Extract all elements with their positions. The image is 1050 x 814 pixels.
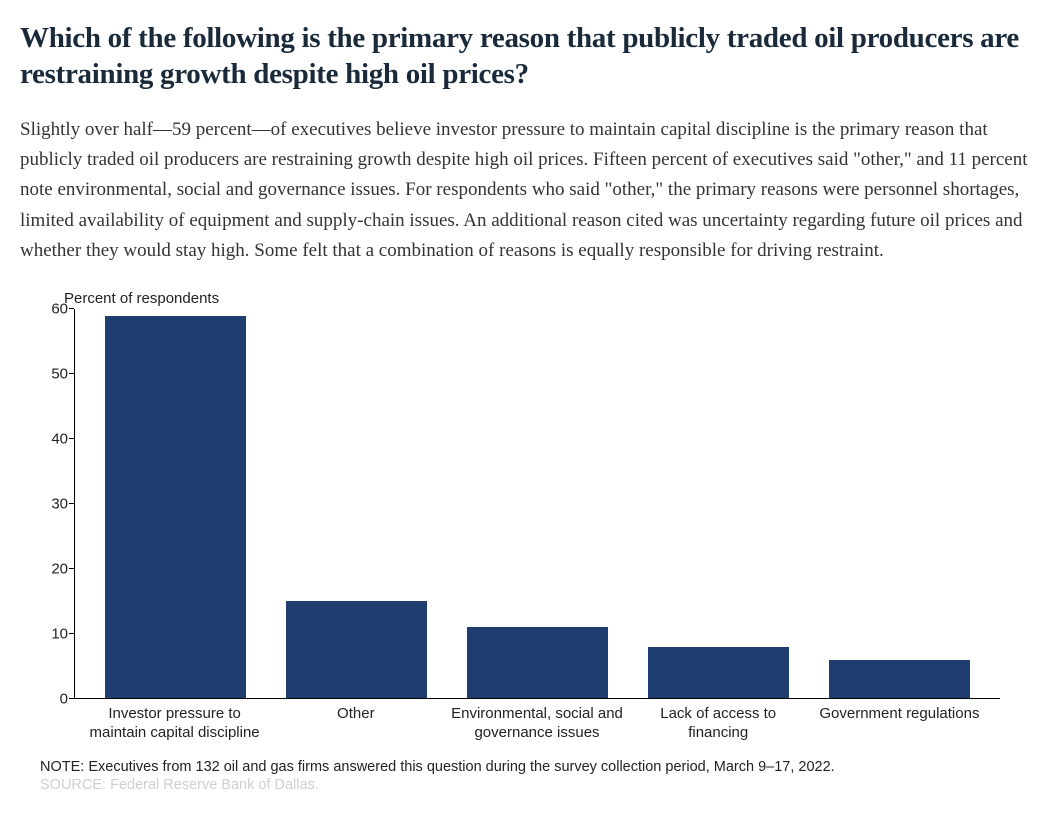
x-tick-label: Government regulations [809,705,990,743]
x-tick-label: Other [265,705,446,743]
y-tick-label: 50 [40,366,68,383]
bar-slot [628,309,809,698]
y-tick-label: 60 [40,301,68,318]
note-text: NOTE: Executives from 132 oil and gas fi… [40,759,1030,775]
bar [829,660,970,699]
chart-title: Which of the following is the primary re… [20,20,1030,93]
chart-area: 0102030405060 [40,309,1000,699]
bar-slot [809,309,990,698]
y-tick-label: 0 [40,691,68,708]
x-tick-label: Environmental, social and governance iss… [446,705,627,743]
bar [286,601,427,698]
source-text: SOURCE: Federal Reserve Bank of Dallas. [40,777,1030,793]
y-tick-label: 10 [40,626,68,643]
y-axis: 0102030405060 [40,309,74,699]
bar [648,647,789,699]
bar-slot [85,309,266,698]
x-axis-labels: Investor pressure to maintain capital di… [74,699,1000,743]
y-tick-label: 30 [40,496,68,513]
chart-footnotes: NOTE: Executives from 132 oil and gas fi… [40,759,1030,793]
x-tick-label: Lack of access to financing [628,705,809,743]
bar [105,316,246,699]
bar [467,627,608,698]
bar-slot [447,309,628,698]
y-axis-title: Percent of respondents [64,290,1030,307]
y-tick-label: 40 [40,431,68,448]
plot-area [74,309,1000,699]
x-tick-label: Investor pressure to maintain capital di… [84,705,265,743]
body-text: Slightly over half—59 percent—of executi… [20,115,1030,267]
y-tick-label: 20 [40,561,68,578]
chart-container: Percent of respondents 0 10 20 30 40 50 60 Inv… [20,284,1030,793]
bar-slot [266,309,447,698]
bars-container [75,309,1000,698]
